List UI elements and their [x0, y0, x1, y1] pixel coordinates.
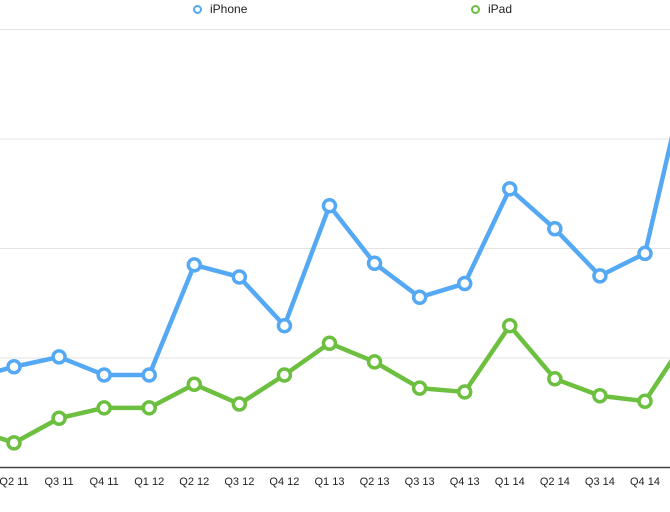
data-point[interactable] — [51, 349, 67, 365]
data-point[interactable] — [366, 255, 383, 272]
data-point[interactable] — [547, 371, 563, 387]
x-tick-label: Q2 13 — [360, 476, 390, 488]
data-point[interactable] — [592, 268, 608, 284]
x-tick-label: Q4 12 — [269, 476, 299, 488]
x-axis-tick-labels: Q2 11 Q3 11 Q4 11 Q1 12 Q2 12 Q3 12 Q4 12 Q1 13… — [0, 476, 660, 488]
gridlines — [0, 29, 670, 359]
data-point[interactable] — [231, 269, 248, 285]
legend-label-iphone: iPhone — [210, 2, 248, 16]
series-ipad — [0, 317, 670, 451]
data-point[interactable] — [637, 245, 653, 262]
data-point[interactable] — [6, 359, 22, 375]
data-point[interactable] — [637, 393, 653, 410]
data-point[interactable] — [141, 400, 157, 416]
legend-marker-ipad-icon — [471, 4, 480, 14]
legend-item-ipad[interactable]: iPad — [471, 1, 512, 17]
data-point[interactable] — [186, 376, 203, 393]
data-point[interactable] — [96, 400, 112, 416]
data-point[interactable] — [411, 380, 428, 396]
data-point[interactable] — [502, 317, 518, 334]
legend-label-ipad: iPad — [488, 2, 513, 16]
data-point[interactable] — [411, 289, 428, 305]
x-tick-label: Q1 14 — [495, 476, 525, 488]
data-point[interactable] — [321, 335, 338, 351]
x-tick-label: Q2 14 — [540, 476, 570, 488]
data-point[interactable] — [321, 198, 338, 214]
x-tick-label: Q3 11 — [44, 476, 73, 488]
x-tick-label: Q3 14 — [585, 476, 615, 488]
legend-item-iphone[interactable]: iPhone — [193, 1, 247, 17]
data-point[interactable] — [51, 410, 67, 426]
x-tick-label: Q4 13 — [450, 476, 480, 488]
x-tick-label: Q2 12 — [179, 476, 209, 488]
data-point[interactable] — [141, 367, 157, 383]
data-point[interactable] — [96, 367, 112, 383]
data-point[interactable] — [186, 257, 203, 273]
data-point[interactable] — [6, 435, 22, 451]
data-point[interactable] — [547, 221, 563, 237]
data-point[interactable] — [456, 384, 473, 400]
x-tick-label: Q1 13 — [315, 476, 345, 488]
data-point[interactable] — [276, 317, 293, 334]
x-tick-label: Q1 12 — [134, 476, 164, 488]
x-tick-label: Q4 11 — [90, 476, 119, 488]
data-point[interactable] — [456, 275, 473, 292]
data-point[interactable] — [276, 367, 293, 383]
x-tick-label: Q3 13 — [405, 476, 435, 488]
series-group — [0, 135, 670, 451]
data-point[interactable] — [502, 181, 518, 197]
data-point[interactable] — [231, 396, 248, 412]
data-point[interactable] — [366, 354, 383, 370]
data-point[interactable] — [592, 388, 608, 404]
series-iphone — [0, 135, 670, 383]
series-line — [0, 135, 670, 378]
x-tick-label: Q3 12 — [224, 476, 254, 488]
legend-marker-iphone-icon — [193, 4, 202, 14]
x-tick-label: Q2 11 — [0, 476, 29, 488]
x-tick-label: Q4 14 — [630, 476, 660, 488]
